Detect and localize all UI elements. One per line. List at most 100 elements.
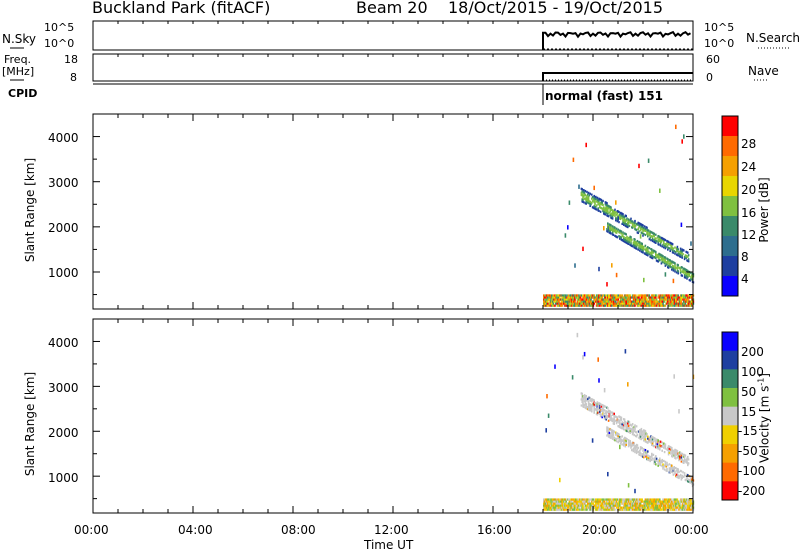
data-cell — [655, 233, 657, 236]
data-cell — [583, 404, 586, 407]
data-cell — [547, 302, 549, 305]
data-cell — [640, 429, 643, 433]
data-cell — [609, 229, 611, 233]
data-cell — [613, 430, 615, 433]
data-cell — [643, 300, 645, 303]
data-cell — [629, 302, 631, 305]
data-cell — [626, 429, 628, 433]
data-cell — [655, 444, 657, 447]
data-cell — [677, 272, 679, 275]
data-cell — [619, 294, 622, 297]
data-cell — [659, 244, 662, 247]
data-cell — [630, 236, 632, 239]
data-cell — [676, 452, 679, 455]
data-cell — [656, 502, 659, 505]
data-cell — [592, 300, 595, 303]
data-cell — [648, 234, 651, 237]
data-cell — [664, 502, 667, 505]
data-cell — [559, 502, 561, 505]
data-cell — [623, 440, 626, 443]
data-cell — [684, 270, 687, 273]
data-cell — [614, 294, 616, 297]
data-cell — [612, 422, 615, 425]
data-cell — [556, 302, 559, 305]
data-cell — [671, 249, 674, 252]
data-cell — [567, 225, 569, 230]
data-cell — [639, 448, 642, 451]
data-cell — [645, 453, 647, 456]
data-cell — [620, 440, 623, 444]
data-cell — [690, 241, 692, 246]
data-cell — [647, 248, 649, 251]
data-cell — [683, 458, 686, 461]
data-cell — [647, 235, 649, 238]
data-cell — [659, 446, 661, 449]
data-cell — [636, 508, 639, 511]
data-cell — [626, 296, 628, 299]
data-cell — [655, 459, 658, 462]
data-cell — [668, 498, 671, 501]
data-cell — [688, 304, 691, 307]
data-cell — [635, 245, 638, 248]
data-cell — [644, 300, 647, 303]
data-cell — [633, 302, 635, 305]
data-cell — [603, 417, 606, 420]
data-cell — [675, 508, 678, 511]
data-cell — [607, 429, 610, 432]
data-cell — [600, 294, 603, 297]
velocity-ytick-2000: 2000 — [48, 426, 79, 440]
data-cell — [588, 304, 591, 307]
data-cell — [616, 420, 619, 423]
data-cell — [672, 294, 675, 297]
data-cell — [623, 298, 626, 301]
data-cell — [600, 203, 603, 206]
data-cell — [683, 257, 686, 261]
data-cell — [640, 225, 643, 228]
data-cell — [685, 256, 687, 260]
data-cell — [652, 436, 655, 439]
data-cell — [610, 436, 612, 439]
data-cell — [611, 437, 614, 440]
data-cell — [620, 506, 623, 509]
data-cell — [617, 436, 619, 440]
data-cell — [596, 294, 599, 297]
data-cell — [588, 408, 591, 412]
data-cell — [618, 296, 620, 299]
data-cell — [675, 304, 678, 307]
data-cell — [560, 300, 563, 303]
data-cell — [616, 502, 619, 505]
data-cell — [634, 488, 636, 494]
data-cell — [671, 244, 673, 247]
data-cell — [612, 300, 615, 303]
nsky-tick-top: 10^5 — [44, 21, 75, 34]
data-cell — [683, 296, 685, 299]
data-cell — [576, 498, 579, 501]
data-cell — [606, 202, 608, 205]
data-cell — [655, 241, 657, 244]
data-cell — [631, 226, 634, 229]
data-cell — [652, 302, 655, 305]
data-cell — [614, 214, 616, 217]
data-cell — [600, 304, 603, 307]
vel-colorbar-swatch — [722, 350, 738, 370]
data-cell — [668, 294, 671, 297]
data-cell — [544, 294, 547, 297]
data-cell — [602, 410, 604, 413]
data-cell — [620, 300, 623, 303]
data-cell — [686, 459, 688, 462]
data-cell — [612, 502, 615, 505]
data-cell — [658, 243, 660, 246]
data-cell — [649, 459, 651, 463]
data-cell — [637, 231, 639, 235]
data-cell — [595, 208, 598, 211]
data-cell — [662, 243, 664, 246]
data-cell — [584, 502, 587, 505]
data-cell — [664, 500, 667, 503]
data-cell — [666, 502, 668, 505]
data-cell — [605, 294, 607, 297]
data-cell — [663, 262, 666, 265]
data-cell — [562, 298, 564, 301]
data-cell — [651, 239, 654, 243]
data-cell — [671, 304, 674, 307]
data-cell — [667, 244, 669, 247]
